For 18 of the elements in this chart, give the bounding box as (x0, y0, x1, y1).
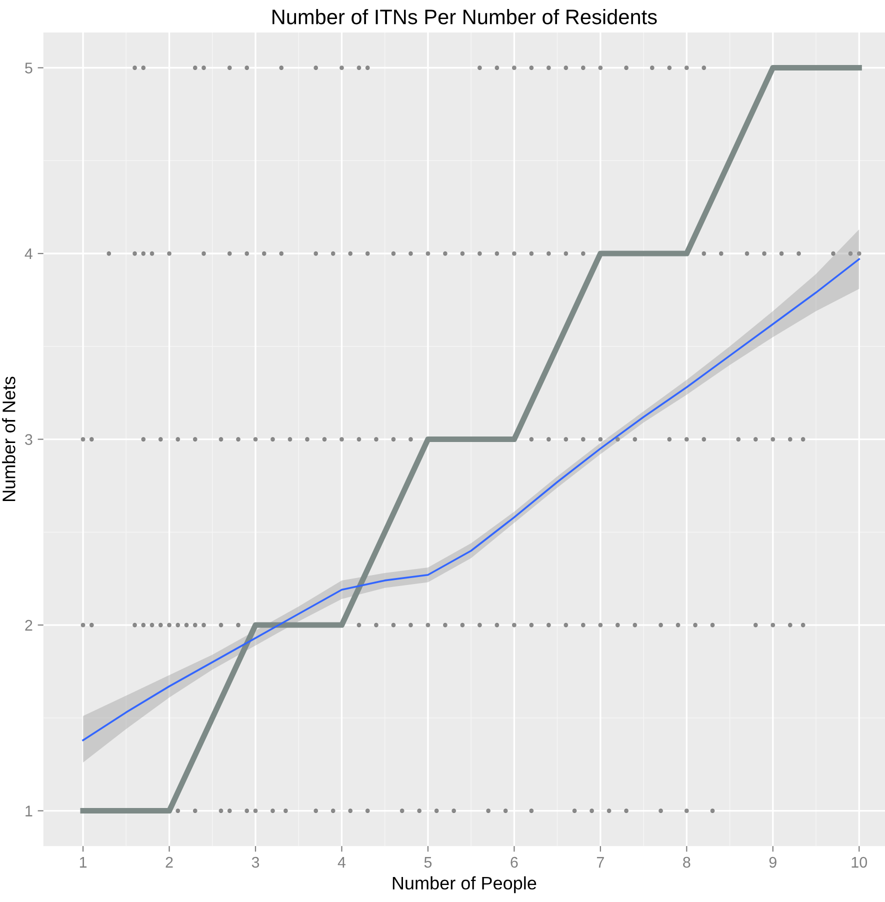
chart-title: Number of ITNs Per Number of Residents (272, 9, 657, 24)
y-tick-label: 4 (24, 248, 32, 260)
x-tick-label: 2 (166, 856, 173, 868)
x-tick-label: 4 (338, 857, 346, 868)
y-tick-label: 2 (25, 620, 32, 631)
x-axis-title: Number of People (392, 876, 536, 894)
y-axis-title: Number of Nets (2, 376, 16, 502)
y-tick-label: 1 (26, 806, 32, 816)
x-tick-label: 9 (769, 856, 776, 868)
y-tick-label: 5 (25, 62, 32, 74)
x-tick-label: 5 (424, 857, 432, 868)
x-tick-label: 6 (510, 856, 518, 868)
x-tick-label: 10 (852, 856, 868, 868)
x-tick-label: 1 (80, 857, 87, 868)
x-tick-label: 7 (596, 857, 604, 868)
x-tick-label: 8 (683, 856, 690, 868)
x-tick-label: 3 (252, 856, 260, 868)
y-tick-label: 3 (25, 434, 32, 445)
